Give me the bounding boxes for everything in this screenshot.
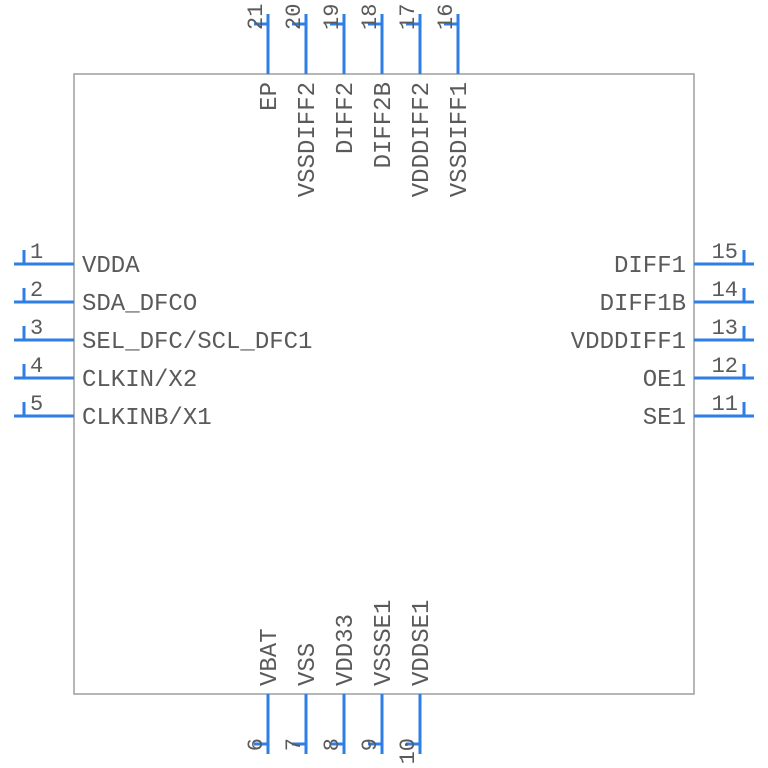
pin-number: 10 (396, 738, 421, 764)
pin-number: 19 (320, 4, 345, 30)
pin-label: VDDDIFF2 (409, 82, 436, 197)
pin-number: 7 (282, 738, 307, 751)
pin-number: 20 (282, 4, 307, 30)
pin-number: 9 (358, 738, 383, 751)
pin-number: 13 (712, 316, 738, 341)
pin-number: 15 (712, 240, 738, 265)
pin-number: 4 (30, 354, 43, 379)
pin-number: 18 (358, 4, 383, 30)
pin-label: VDD33 (333, 614, 360, 686)
pin-label: VSSDIFF1 (447, 82, 474, 197)
pin-number: 21 (244, 4, 269, 30)
pin-number: 11 (712, 392, 738, 417)
pin-label: DIFF2B (371, 82, 398, 168)
pin-label: VSSDIFF2 (295, 82, 322, 197)
pin-label: VDDSE1 (409, 600, 436, 686)
pin-label: CLKIN/X2 (82, 367, 197, 394)
pin-label: VSS (295, 643, 322, 686)
pin-label: VDDA (82, 253, 140, 280)
pin-number: 3 (30, 316, 43, 341)
pin-number: 1 (30, 240, 43, 265)
pin-label: VSSSE1 (371, 600, 398, 686)
pin-label: SE1 (643, 405, 686, 432)
ic-pinout-diagram: 1 VDDA 2 SDA_DFCO 3 SEL_DFC/SCL_DFC1 4 CLKIN/X2… (0, 0, 768, 768)
pin-label: SDA_DFCO (82, 291, 197, 318)
pin-label: CLKINB/X1 (82, 405, 212, 432)
pin-number: 5 (30, 392, 43, 417)
pin-number: 12 (712, 354, 738, 379)
pin-label: DIFF1B (600, 291, 686, 318)
pin-label: VDDDIFF1 (571, 329, 686, 356)
pin-label: DIFF1 (614, 253, 686, 280)
pin-number: 8 (320, 738, 345, 751)
pin-label: EP (257, 82, 284, 111)
pin-number: 14 (712, 278, 738, 303)
pin-number: 2 (30, 278, 43, 303)
pin-label: VBAT (257, 628, 284, 686)
pin-number: 17 (396, 4, 421, 30)
pin-label: OE1 (643, 367, 686, 394)
pin-label: SEL_DFC/SCL_DFC1 (82, 329, 312, 356)
pin-label: DIFF2 (333, 82, 360, 154)
pin-number: 16 (434, 4, 459, 30)
pin-number: 6 (244, 738, 269, 751)
